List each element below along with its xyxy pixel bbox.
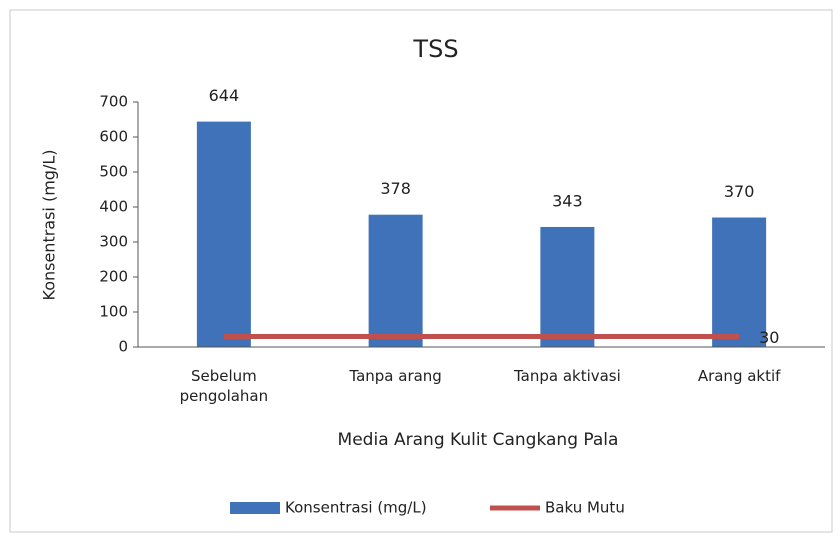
y-tick-label: 100 bbox=[99, 303, 128, 321]
legend-label: Konsentrasi (mg/L) bbox=[285, 499, 427, 517]
x-tick-label: Arang aktif bbox=[697, 367, 781, 385]
x-tick-label: Tanpa aktivasi bbox=[513, 367, 621, 385]
x-axis-title: Media Arang Kulit Cangkang Pala bbox=[338, 430, 619, 450]
x-tick-label: Sebelum pengolahan bbox=[179, 367, 269, 405]
y-tick-label: 500 bbox=[99, 163, 128, 181]
bar bbox=[712, 217, 767, 347]
chart-title: TSS bbox=[412, 35, 458, 63]
data-label: 644 bbox=[209, 86, 240, 105]
y-tick-label: 300 bbox=[99, 233, 128, 251]
y-tick-label: 700 bbox=[99, 93, 128, 111]
y-tick-label: 200 bbox=[99, 268, 128, 286]
y-tick-label: 400 bbox=[99, 198, 128, 216]
x-tick-label: Tanpa arang bbox=[349, 367, 442, 385]
legend-swatch bbox=[230, 502, 280, 514]
data-label: 378 bbox=[380, 179, 411, 198]
y-tick-label: 0 bbox=[118, 338, 128, 356]
y-axis-title: Konsentrasi (mg/L) bbox=[40, 150, 59, 301]
data-label: 370 bbox=[724, 182, 755, 201]
bar bbox=[368, 214, 423, 347]
bar bbox=[540, 226, 595, 347]
legend-label: Baku Mutu bbox=[545, 499, 625, 517]
data-label: 30 bbox=[759, 328, 779, 347]
bar bbox=[196, 121, 251, 347]
y-tick-label: 600 bbox=[99, 128, 128, 146]
data-label: 343 bbox=[552, 191, 583, 210]
